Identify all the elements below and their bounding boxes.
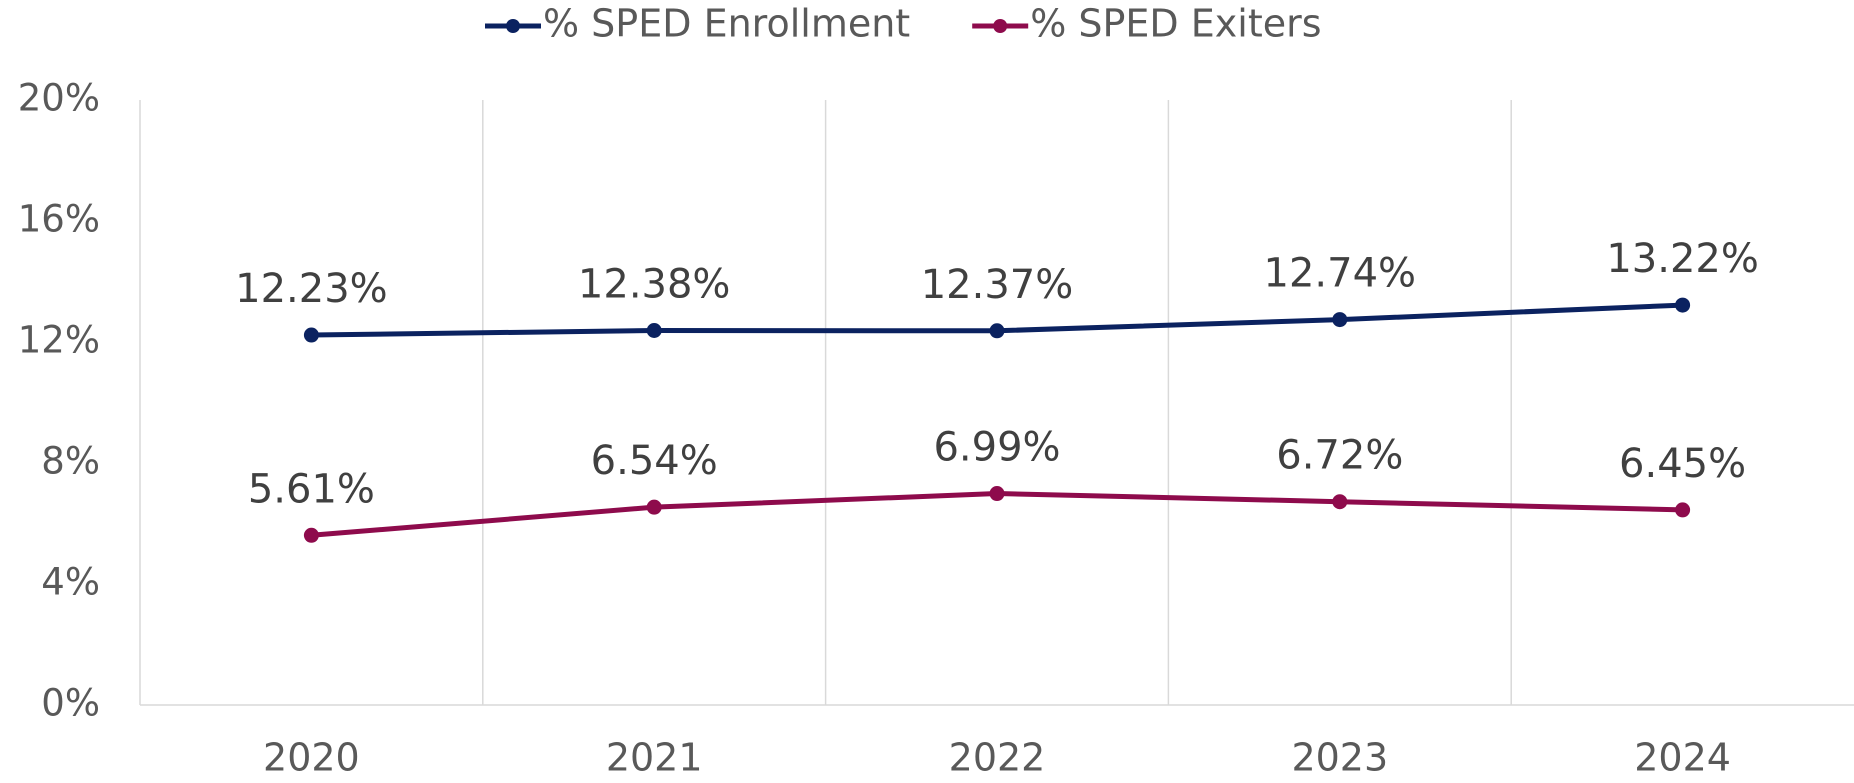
data-label: 12.23% <box>235 266 388 312</box>
data-label: 6.45% <box>1619 441 1746 487</box>
y-tick-label: 4% <box>41 561 100 604</box>
point <box>646 499 662 515</box>
data-label: 13.22% <box>1606 236 1759 282</box>
y-tick-label: 8% <box>41 440 100 483</box>
data-label: 6.54% <box>591 438 718 484</box>
point <box>646 323 662 339</box>
y-tick-label: 20% <box>18 77 100 120</box>
legend-marker <box>993 19 1008 33</box>
y-tick-label: 0% <box>41 682 100 725</box>
data-label: 12.38% <box>578 262 731 308</box>
point <box>1675 502 1691 518</box>
point <box>989 486 1005 502</box>
legend-marker <box>506 19 520 33</box>
legend-label: % SPED Enrollment <box>543 2 910 46</box>
y-tick-label: 12% <box>18 319 100 362</box>
point <box>1332 494 1348 510</box>
point <box>1675 297 1691 313</box>
data-label: 6.72% <box>1276 433 1403 479</box>
x-tick-label: 2020 <box>263 736 360 780</box>
x-tick-label: 2021 <box>606 736 703 780</box>
data-label: 6.99% <box>933 425 1060 471</box>
x-tick-label: 2024 <box>1634 736 1731 780</box>
data-label: 12.74% <box>1264 251 1417 297</box>
point <box>303 327 319 343</box>
point <box>989 323 1005 339</box>
point <box>303 527 319 543</box>
data-label: 12.37% <box>921 262 1074 308</box>
point <box>1332 312 1348 328</box>
x-tick-label: 2023 <box>1291 736 1388 780</box>
y-tick-label: 16% <box>18 198 100 241</box>
data-label: 5.61% <box>248 466 375 512</box>
legend-label: % SPED Exiters <box>1030 2 1321 46</box>
x-tick-label: 2022 <box>949 736 1046 780</box>
